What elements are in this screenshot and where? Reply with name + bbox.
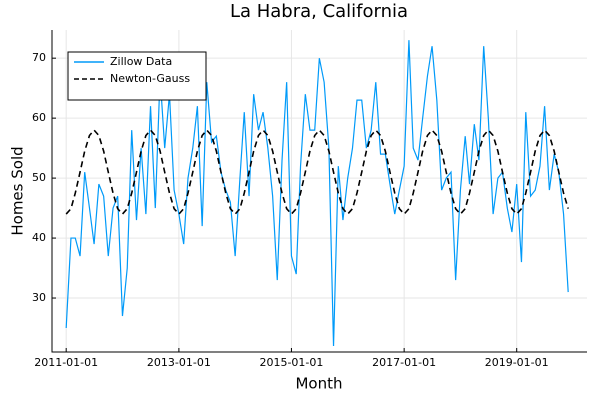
x-axis-label: Month [295, 375, 342, 393]
y-tick-label: 40 [32, 231, 46, 244]
legend-box [67, 51, 207, 101]
x-tick-label: 2013-01-01 [147, 356, 211, 369]
axes [51, 30, 587, 353]
chart-title: La Habra, California [230, 1, 408, 22]
y-tick-label: 30 [32, 291, 46, 304]
x-tick-label: 2019-01-01 [485, 356, 549, 369]
series-line [65, 128, 569, 216]
x-tick-label: 2017-01-01 [372, 356, 436, 369]
y-tick-label: 60 [32, 111, 46, 124]
legend-label: Zillow Data [110, 55, 172, 68]
series-line [65, 40, 569, 347]
y-tick-label: 50 [32, 171, 46, 184]
y-axis-label: Homes Sold [9, 146, 27, 235]
x-tick-label: 2011-01-01 [34, 356, 98, 369]
legend-label: Newton-Gauss [110, 72, 190, 85]
y-tick-label: 70 [32, 51, 46, 64]
x-tick-label: 2015-01-01 [259, 356, 323, 369]
